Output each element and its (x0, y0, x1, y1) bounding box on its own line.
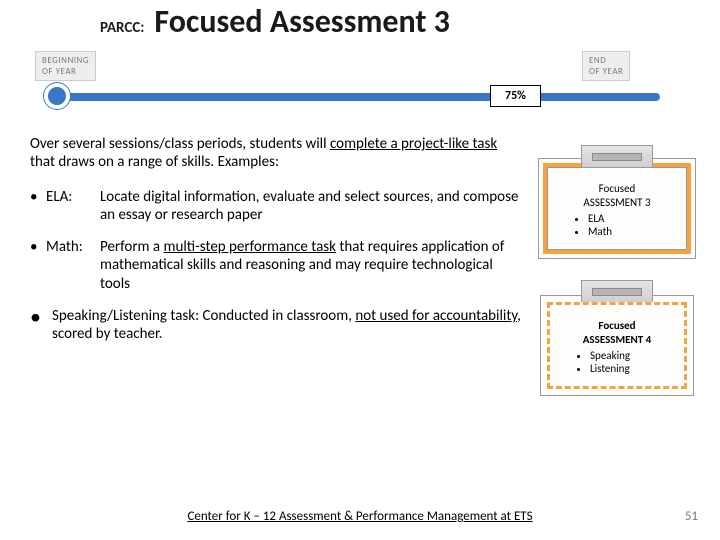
timeline-start-l1: BEGINNING (42, 55, 89, 66)
bullet-dot-icon: • (30, 238, 46, 293)
cards-column: Focused ASSESSMENT 3 ELA Math Focused AS… (538, 135, 696, 419)
card-assessment-3: Focused ASSESSMENT 3 ELA Math (545, 145, 689, 250)
card-clip-icon (581, 280, 653, 302)
card-3-line1: Focused (599, 182, 636, 195)
timeline-start-l2: OF YEAR (42, 66, 89, 77)
bullet-ela-label: ELA: (46, 188, 100, 225)
intro-underlined: complete a project-like task (330, 135, 497, 153)
card-clip-icon (581, 145, 653, 167)
card-assessment-4: Focused ASSESSMENT 4 Speaking Listening (545, 280, 689, 389)
bullet-math: • Math: Perform a multi-step performance… (30, 238, 524, 293)
timeline-pct-75: 75% (490, 85, 541, 107)
bullet-math-underlined: multi-step performance task (164, 238, 337, 256)
title-prefix: PARCC: (100, 19, 144, 37)
bullet-math-text: Perform a multi-step performance task th… (100, 238, 524, 293)
intro-post: that draws on a range of skills. Example… (30, 153, 279, 171)
slide-title: PARCC: Focused Assessment 3 (0, 0, 720, 41)
bullet-math-label: Math: (46, 238, 100, 293)
card-3-item: Math (588, 225, 678, 239)
bullet-dot-icon: • (30, 307, 46, 344)
title-main: Focused Assessment 3 (154, 2, 449, 41)
timeline-end-label: END OF YEAR (582, 51, 630, 81)
timeline-start-label: BEGINNING OF YEAR (35, 51, 96, 81)
card-4-list: Speaking Listening (558, 349, 676, 377)
timeline-track (50, 93, 660, 101)
bullet-speaking-pre: Speaking/Listening task: Conducted in cl… (52, 307, 355, 325)
main-columns: Over several sessions/class periods, stu… (0, 135, 720, 419)
intro-pre: Over several sessions/class periods, stu… (30, 135, 330, 153)
footer-text: Center for K – 12 Assessment & Performan… (0, 509, 720, 524)
body-text-column: Over several sessions/class periods, stu… (30, 135, 524, 419)
card-4-item: Speaking (590, 349, 676, 363)
bullet-dot-icon: • (30, 188, 46, 225)
page-number: 51 (685, 509, 698, 524)
card-3-header: Focused ASSESSMENT 3 (556, 182, 678, 210)
bullet-speaking-text: Speaking/Listening task: Conducted in cl… (52, 307, 524, 344)
card-3-list: ELA Math (556, 212, 678, 240)
card-3-body: Focused ASSESSMENT 3 ELA Math (547, 167, 687, 250)
intro-paragraph: Over several sessions/class periods, stu… (30, 135, 524, 172)
card-3-item: ELA (588, 212, 678, 226)
bullet-speaking: • Speaking/Listening task: Conducted in … (30, 307, 524, 344)
timeline-end-l1: END (589, 55, 623, 66)
timeline-end-l2: OF YEAR (589, 66, 623, 77)
timeline-marker-start (44, 83, 70, 109)
timeline: BEGINNING OF YEAR END OF YEAR 75% (0, 45, 720, 135)
card-4-header: Focused ASSESSMENT 4 (558, 319, 676, 347)
card-4-body: Focused ASSESSMENT 4 Speaking Listening (547, 302, 687, 389)
card-4-line1: Focused (598, 319, 635, 332)
bullet-ela-text: Locate digital information, evaluate and… (100, 188, 524, 225)
bullet-speaking-underlined: not used for accountability (355, 307, 517, 325)
bullet-ela: • ELA: Locate digital information, evalu… (30, 188, 524, 225)
bullet-math-pre: Perform a (100, 238, 164, 256)
card-4-item: Listening (590, 362, 676, 376)
card-3-line2: ASSESSMENT 3 (583, 196, 650, 209)
card-4-line2: ASSESSMENT 4 (583, 333, 651, 346)
